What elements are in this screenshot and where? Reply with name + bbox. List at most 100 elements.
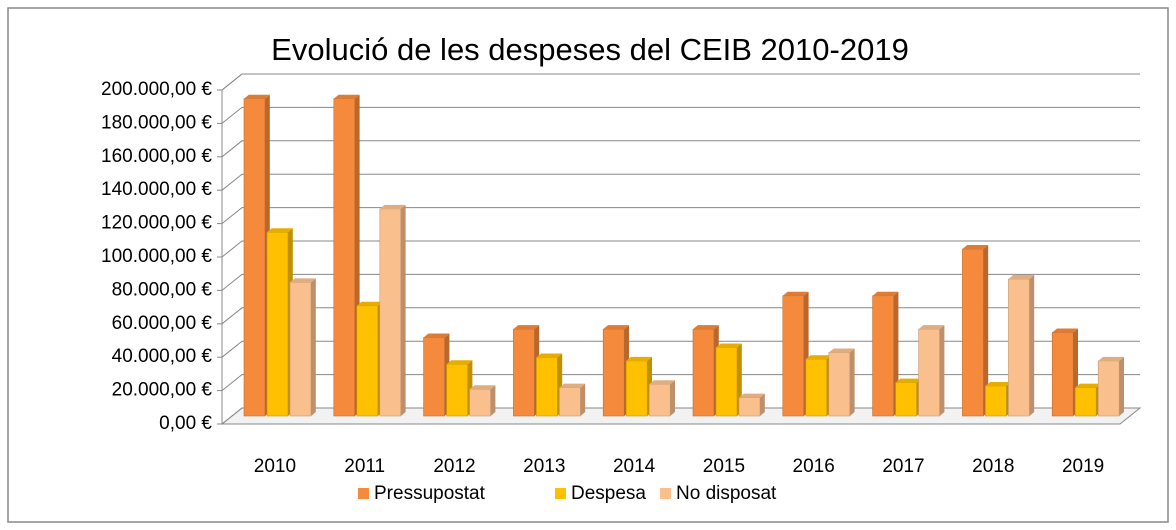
bar-top: [805, 355, 832, 360]
bar: [648, 383, 671, 417]
bar-top: [985, 381, 1012, 386]
legend-label: Despesa: [571, 483, 646, 504]
bar-side: [849, 348, 855, 416]
bar: [379, 208, 402, 417]
bar-top: [469, 385, 496, 390]
legend-label: No disposat: [676, 483, 777, 504]
bar-side: [760, 393, 765, 416]
grid-line: [221, 73, 1140, 91]
grid-line: [221, 240, 1140, 258]
bar-top: [446, 360, 473, 365]
bar-top: [603, 325, 629, 330]
bar-side: [490, 385, 496, 416]
bar: [895, 382, 917, 417]
bar: [289, 282, 312, 417]
grid-line: [221, 207, 1140, 224]
bar: [1008, 278, 1030, 417]
bar: [625, 360, 648, 417]
x-tick-label: 2015: [703, 456, 745, 477]
bar-top: [559, 383, 586, 388]
bar-side: [400, 204, 406, 416]
bar-top: [693, 325, 719, 330]
bar: [715, 347, 738, 417]
bar-top: [716, 343, 742, 348]
bar: [872, 295, 894, 417]
bar: [333, 98, 356, 417]
bar: [918, 328, 940, 417]
grid-line: [221, 173, 1140, 191]
bar-top: [872, 291, 899, 296]
bar-side: [1119, 356, 1124, 416]
bar: [962, 248, 984, 417]
y-tick-label: 100.000,00 €: [101, 246, 212, 267]
bar-top: [290, 278, 316, 283]
bar-top: [828, 348, 855, 353]
bar-top: [1075, 383, 1101, 388]
y-tick-label: 40.000,00 €: [112, 346, 213, 367]
bar: [356, 305, 379, 417]
bar-side: [1029, 275, 1035, 416]
bar: [738, 397, 761, 417]
bar-side: [670, 380, 675, 416]
y-tick-label: 80.000,00 €: [112, 279, 213, 300]
x-tick-label: 2018: [972, 456, 1014, 477]
bar-top: [379, 204, 406, 209]
bar-top: [962, 245, 989, 249]
bar: [243, 98, 266, 417]
x-tick-label: 2016: [793, 456, 835, 477]
grid-line: [221, 273, 1140, 291]
grid-line: [221, 307, 1140, 325]
bar-side: [580, 383, 586, 416]
bar-side: [311, 278, 316, 416]
bar: [985, 385, 1007, 417]
bar-top: [423, 333, 450, 338]
bar-side: [983, 245, 989, 416]
bar: [782, 295, 805, 417]
grid-line: [221, 340, 1140, 358]
legend-swatch: [555, 488, 566, 499]
x-tick-label: 2012: [433, 456, 475, 477]
legend-label: Pressupostat: [374, 483, 486, 504]
bar: [266, 232, 289, 417]
x-tick-label: 2014: [613, 456, 656, 477]
bar: [1097, 360, 1120, 417]
grid-line: [221, 140, 1140, 158]
x-tick-label: 2010: [254, 456, 296, 477]
bar: [536, 357, 558, 417]
bar-top: [782, 291, 809, 296]
grid-line: [221, 106, 1140, 124]
bar: [828, 352, 851, 417]
bar-top: [895, 378, 922, 383]
bar: [602, 328, 625, 417]
bar-top: [244, 94, 270, 99]
bar-top: [356, 301, 383, 306]
chart-title: Evolució de les despeses del CEIB 2010-2…: [271, 32, 909, 67]
bar: [1051, 332, 1074, 417]
bar-top: [626, 356, 652, 361]
x-tick-label: 2019: [1062, 456, 1104, 477]
legend-swatch: [358, 488, 369, 499]
bar-top: [1052, 328, 1078, 333]
x-tick-label: 2017: [882, 456, 924, 477]
bar: [692, 328, 715, 417]
bar: [559, 387, 581, 417]
x-tick-label: 2011: [344, 456, 385, 477]
bar-side: [939, 325, 945, 416]
y-tick-label: 120.000,00 €: [101, 213, 212, 234]
bar-top: [267, 228, 293, 233]
bar: [446, 363, 468, 417]
y-tick-label: 180.000,00 €: [101, 112, 212, 133]
y-tick-label: 200.000,00 €: [101, 79, 212, 100]
bar: [805, 358, 828, 417]
x-tick-label: 2013: [523, 456, 565, 477]
bar: [513, 328, 535, 417]
y-tick-label: 60.000,00 €: [112, 313, 213, 334]
bar-top: [1008, 275, 1035, 280]
bar-top: [918, 325, 945, 330]
bar-top: [536, 353, 563, 358]
bar-top: [1098, 356, 1124, 361]
bar-top: [739, 393, 765, 398]
bar-top: [649, 380, 675, 385]
bar-top: [333, 94, 360, 99]
